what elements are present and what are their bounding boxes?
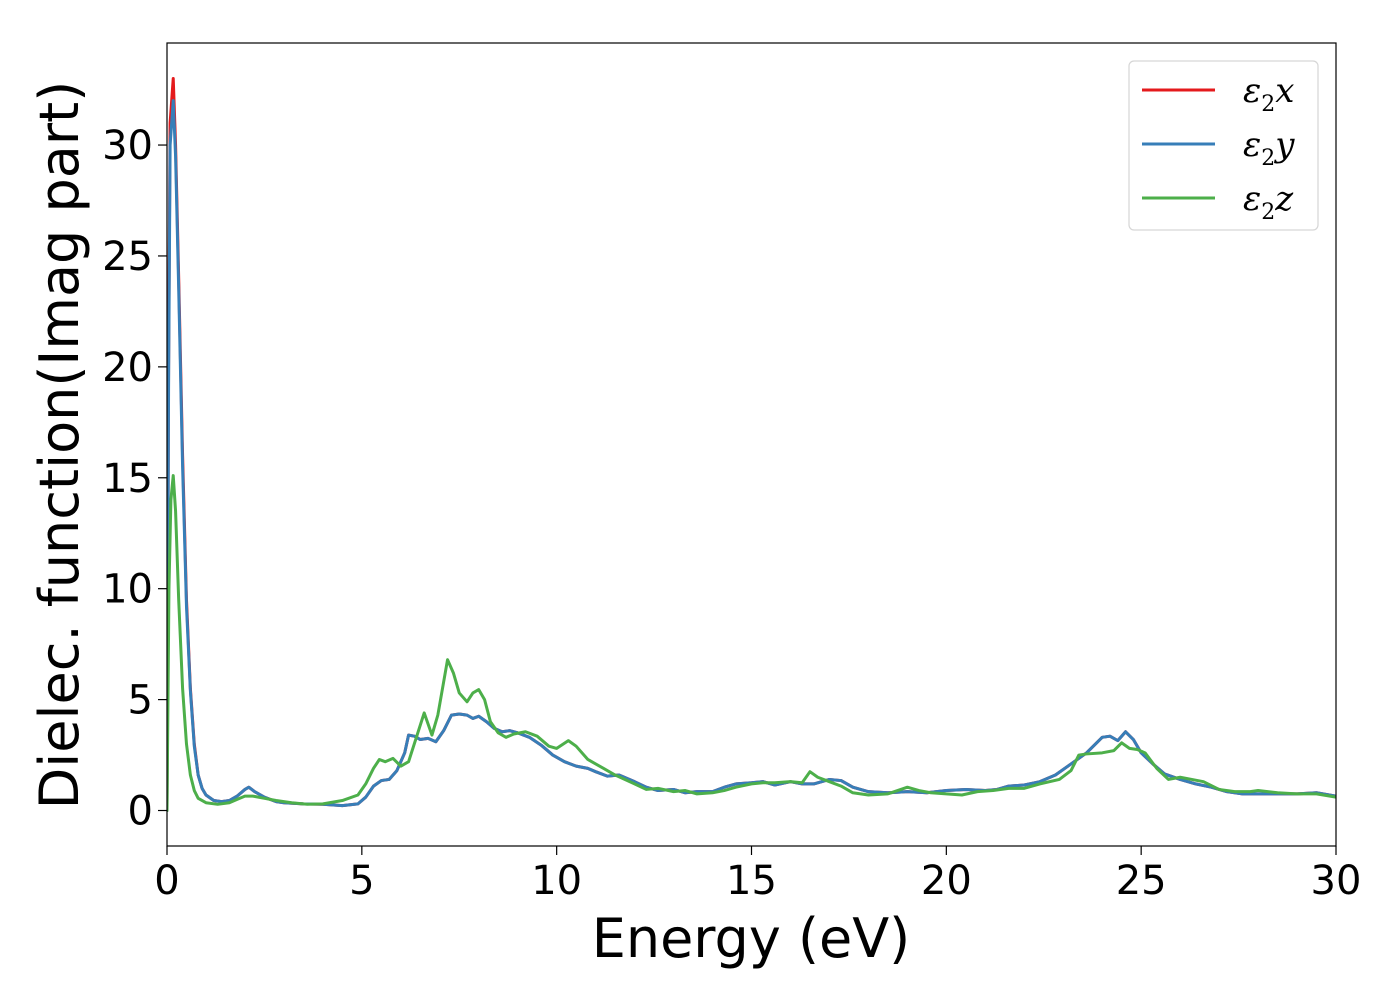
- legend-item-y: ε2y: [1142, 125, 1295, 171]
- y-tick-label: 25: [102, 234, 153, 280]
- y-tick-label: 20: [102, 345, 153, 391]
- x-tick-label: 20: [921, 858, 972, 904]
- y-tick-label: 5: [128, 678, 153, 724]
- x-tick-label: 10: [531, 858, 582, 904]
- x-tick-label: 5: [349, 858, 374, 904]
- x-tick-label: 30: [1311, 858, 1362, 904]
- legend: ε2x ε2y ε2z: [1128, 60, 1319, 231]
- legend-label: ε2z: [1243, 179, 1294, 225]
- series-line-z: [167, 474, 1336, 813]
- x-tick-label: 25: [1116, 858, 1167, 904]
- legend-label: ε2y: [1243, 125, 1295, 171]
- y-tick-label: 10: [102, 567, 153, 613]
- y-axis-label: Dielec. function(Imag part): [28, 81, 91, 810]
- legend-item-z: ε2z: [1142, 179, 1294, 225]
- x-axis: 0 5 10 15 20 25 30: [154, 846, 1361, 904]
- legend-label: ε2x: [1243, 71, 1294, 117]
- x-tick-label: 0: [154, 858, 179, 904]
- y-axis: 0 5 10 15 20 25 30: [102, 123, 167, 835]
- y-tick-label: 0: [128, 789, 153, 835]
- legend-box: [1128, 60, 1319, 231]
- y-tick-label: 15: [102, 456, 153, 502]
- x-tick-label: 15: [726, 858, 777, 904]
- x-axis-label: Energy (eV): [592, 907, 911, 970]
- y-tick-label: 30: [102, 123, 153, 169]
- series-line-y: [167, 99, 1336, 813]
- legend-item-x: ε2x: [1142, 71, 1294, 117]
- series-layer: [167, 76, 1336, 813]
